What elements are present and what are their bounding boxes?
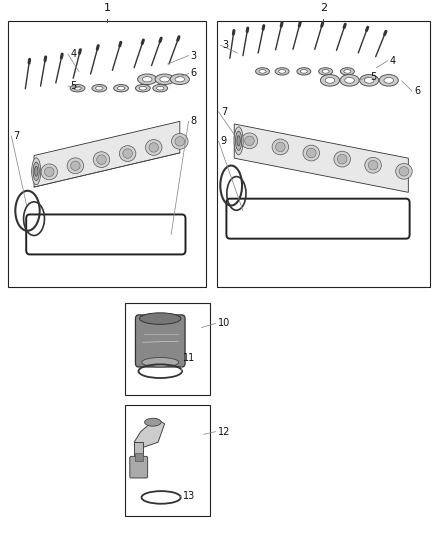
Ellipse shape — [92, 85, 107, 92]
Bar — [125, 303, 210, 395]
Ellipse shape — [319, 68, 332, 75]
Ellipse shape — [307, 148, 316, 158]
Text: 9: 9 — [221, 136, 227, 147]
Polygon shape — [134, 442, 143, 461]
Text: 3: 3 — [191, 51, 197, 61]
Text: 6: 6 — [414, 86, 420, 96]
Text: 5: 5 — [371, 71, 377, 82]
Text: 6: 6 — [191, 69, 197, 78]
Ellipse shape — [279, 69, 286, 73]
Ellipse shape — [334, 151, 350, 167]
Ellipse shape — [321, 75, 339, 86]
Ellipse shape — [340, 68, 354, 75]
Ellipse shape — [245, 136, 254, 146]
Ellipse shape — [145, 140, 162, 155]
Ellipse shape — [325, 77, 335, 83]
Ellipse shape — [70, 85, 85, 92]
Ellipse shape — [142, 77, 152, 82]
Ellipse shape — [119, 146, 136, 161]
Text: 11: 11 — [184, 353, 195, 363]
Ellipse shape — [344, 69, 351, 73]
Text: 1: 1 — [104, 3, 111, 13]
Ellipse shape — [142, 358, 179, 367]
Ellipse shape — [93, 152, 110, 167]
Ellipse shape — [97, 155, 106, 164]
Ellipse shape — [74, 86, 81, 90]
Ellipse shape — [360, 75, 379, 86]
Ellipse shape — [32, 158, 41, 185]
Ellipse shape — [175, 136, 185, 146]
Ellipse shape — [236, 131, 242, 150]
Ellipse shape — [365, 157, 381, 173]
Ellipse shape — [396, 164, 412, 179]
Ellipse shape — [170, 74, 189, 85]
Text: 2: 2 — [320, 3, 327, 13]
Ellipse shape — [123, 149, 132, 158]
Ellipse shape — [241, 133, 258, 149]
Ellipse shape — [303, 145, 320, 161]
Text: 7: 7 — [221, 107, 227, 117]
Ellipse shape — [140, 313, 181, 325]
Ellipse shape — [117, 86, 125, 90]
Ellipse shape — [172, 133, 188, 149]
Text: 3: 3 — [223, 40, 229, 50]
Ellipse shape — [297, 68, 311, 75]
Ellipse shape — [276, 142, 285, 152]
Ellipse shape — [259, 69, 266, 73]
Text: 10: 10 — [218, 318, 230, 328]
FancyBboxPatch shape — [135, 453, 143, 461]
Text: 4: 4 — [390, 56, 396, 66]
Ellipse shape — [71, 161, 80, 171]
Ellipse shape — [322, 69, 329, 73]
Ellipse shape — [45, 167, 54, 176]
Ellipse shape — [384, 77, 393, 83]
Ellipse shape — [33, 162, 39, 181]
Ellipse shape — [345, 77, 354, 83]
Ellipse shape — [379, 75, 398, 86]
Ellipse shape — [95, 86, 103, 90]
Polygon shape — [34, 122, 180, 187]
Ellipse shape — [155, 74, 174, 85]
Ellipse shape — [135, 85, 150, 92]
Ellipse shape — [35, 166, 38, 176]
Text: 7: 7 — [14, 131, 20, 141]
Ellipse shape — [340, 75, 359, 86]
Text: 8: 8 — [191, 116, 197, 126]
Polygon shape — [234, 124, 408, 192]
FancyBboxPatch shape — [130, 456, 148, 478]
Ellipse shape — [337, 155, 347, 164]
Ellipse shape — [67, 158, 84, 174]
Text: 13: 13 — [184, 491, 195, 501]
Ellipse shape — [399, 167, 409, 176]
Text: 12: 12 — [218, 427, 230, 437]
Ellipse shape — [175, 77, 185, 82]
Ellipse shape — [149, 143, 159, 152]
FancyBboxPatch shape — [135, 315, 185, 367]
Ellipse shape — [237, 136, 240, 146]
Ellipse shape — [139, 86, 147, 90]
Ellipse shape — [368, 160, 378, 170]
Ellipse shape — [272, 139, 289, 155]
Ellipse shape — [234, 127, 243, 155]
Ellipse shape — [300, 69, 307, 73]
Ellipse shape — [275, 68, 289, 75]
Bar — [125, 406, 210, 516]
Ellipse shape — [156, 86, 164, 90]
Bar — [8, 21, 206, 287]
Text: 4: 4 — [70, 49, 76, 59]
Bar — [217, 21, 430, 287]
Ellipse shape — [160, 77, 170, 82]
Ellipse shape — [153, 85, 168, 92]
Ellipse shape — [255, 68, 269, 75]
Ellipse shape — [364, 77, 374, 83]
Ellipse shape — [138, 74, 157, 85]
Text: 5: 5 — [70, 81, 76, 91]
Ellipse shape — [114, 85, 128, 92]
Polygon shape — [134, 418, 165, 448]
Ellipse shape — [41, 164, 57, 180]
Ellipse shape — [145, 418, 161, 426]
